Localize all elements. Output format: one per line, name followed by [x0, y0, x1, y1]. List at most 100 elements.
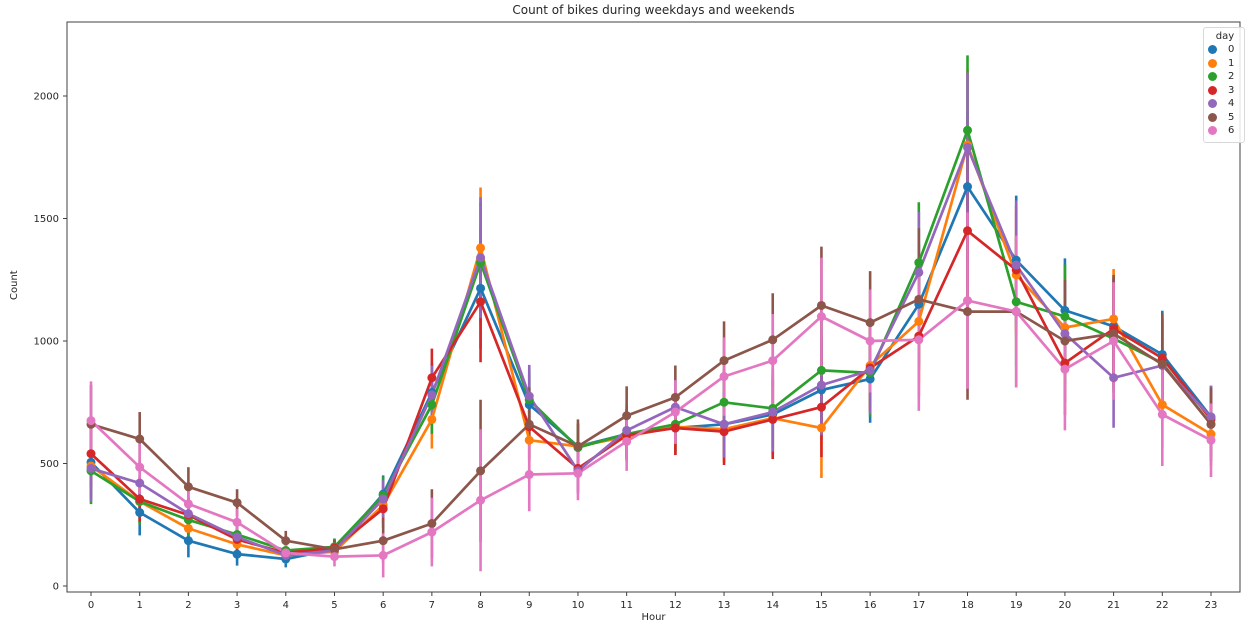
y-tick-label: 500: [40, 459, 59, 470]
legend-item-day-0: 0: [1208, 43, 1242, 57]
data-point: [914, 316, 924, 326]
data-point: [1109, 373, 1119, 383]
x-tick-label: 16: [864, 600, 877, 611]
data-point: [768, 356, 778, 366]
series-line-day-4: [90, 146, 1212, 557]
data-point: [135, 478, 145, 488]
data-point: [914, 258, 924, 268]
data-point: [1060, 312, 1070, 321]
data-point: [719, 427, 729, 437]
data-point: [573, 468, 583, 478]
data-point: [476, 253, 486, 263]
data-point: [865, 365, 875, 375]
x-tick-label: 12: [669, 600, 682, 611]
data-point: [1011, 307, 1021, 317]
y-tick-label: 0: [53, 582, 59, 593]
data-point: [573, 441, 583, 451]
data-point: [427, 527, 437, 537]
series-points: [86, 125, 1216, 564]
y-tick-label: 2000: [34, 92, 59, 103]
series-line-day-2: [90, 128, 1213, 552]
data-point: [1060, 364, 1070, 374]
data-point: [183, 536, 193, 546]
data-point: [183, 482, 193, 492]
data-point: [963, 296, 973, 306]
data-point: [183, 509, 193, 519]
data-point: [1109, 336, 1119, 346]
data-point: [1011, 297, 1021, 307]
legend-marker-icon: [1208, 99, 1217, 109]
data-point: [378, 536, 388, 546]
data-point: [1157, 359, 1167, 369]
series-line-day-6: [90, 299, 1212, 558]
x-tick-label: 6: [380, 600, 386, 611]
x-tick-label: 18: [961, 600, 974, 611]
data-point: [378, 504, 388, 514]
data-point: [378, 494, 388, 504]
data-point: [670, 392, 680, 402]
x-tick-label: 10: [572, 600, 585, 611]
data-point: [281, 548, 291, 558]
legend-label: 1: [1228, 57, 1235, 69]
data-point: [232, 532, 242, 542]
data-point: [865, 318, 875, 328]
data-point: [622, 425, 632, 435]
series-line-day-0: [90, 185, 1213, 561]
data-point: [816, 380, 826, 390]
series-line-day-5: [90, 298, 1213, 551]
data-point: [1206, 412, 1216, 422]
axes-frame: [66, 21, 1241, 593]
legend-marker-icon: [1208, 72, 1217, 82]
data-point: [232, 549, 242, 559]
x-tick-label: 17: [912, 600, 925, 611]
legend-item-day-6: 6: [1208, 124, 1242, 138]
x-tick-label: 14: [766, 600, 779, 611]
x-tick-label: 4: [283, 600, 289, 611]
data-point: [476, 466, 486, 476]
legend-item-day-3: 3: [1208, 84, 1242, 98]
x-axis-label: Hour: [641, 612, 666, 623]
y-tick-label: 1000: [34, 337, 59, 348]
data-point: [427, 414, 437, 424]
x-tick-label: 22: [1156, 600, 1169, 611]
legend-item-day-4: 4: [1208, 97, 1242, 111]
x-tick-label: 15: [815, 600, 828, 611]
legend-label: 0: [1228, 44, 1235, 56]
legend-item-day-1: 1: [1208, 57, 1242, 71]
legend-marker-icon: [1208, 112, 1217, 122]
data-point: [768, 414, 778, 424]
data-point: [768, 335, 778, 345]
data-point: [476, 297, 486, 307]
legend-label: 4: [1228, 98, 1235, 110]
data-point: [135, 462, 145, 472]
legend-marker-icon: [1208, 85, 1217, 95]
data-point: [427, 519, 437, 529]
data-point: [670, 423, 680, 433]
data-point: [719, 397, 729, 407]
data-point: [135, 494, 145, 504]
data-point: [816, 312, 826, 321]
error-bars: [89, 55, 1213, 578]
data-point: [719, 372, 729, 382]
data-point: [1109, 314, 1119, 324]
legend-title: day: [1215, 31, 1235, 42]
data-point: [963, 226, 973, 236]
data-point: [816, 300, 826, 310]
x-tick-label: 19: [1010, 600, 1023, 611]
legend-label: 2: [1228, 71, 1235, 83]
data-point: [232, 517, 242, 527]
data-point: [232, 498, 242, 508]
data-point: [86, 449, 96, 459]
data-point: [1157, 400, 1167, 410]
x-tick-label: 7: [429, 600, 435, 611]
legend-item-day-5: 5: [1208, 111, 1242, 125]
x-tick-label: 2: [185, 600, 191, 611]
x-tick-label: 0: [88, 600, 94, 611]
data-point: [816, 423, 826, 433]
data-point: [1206, 419, 1216, 429]
data-point: [476, 243, 486, 253]
data-point: [1011, 260, 1021, 270]
data-point: [329, 544, 339, 554]
